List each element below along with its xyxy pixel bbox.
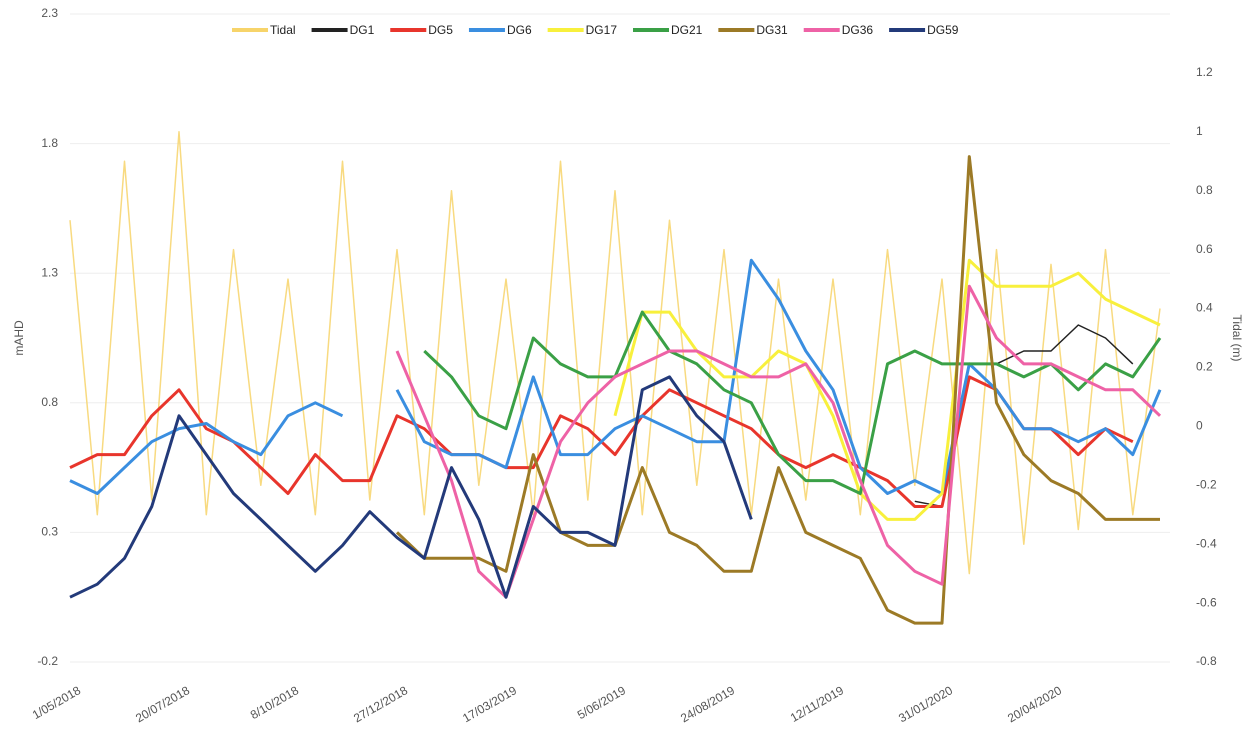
x-tick-label: 20/04/2020 <box>1005 683 1064 725</box>
x-tick-label: 20/07/2018 <box>133 683 192 725</box>
y2-tick-label: 0.2 <box>1196 360 1213 374</box>
legend-label: DG6 <box>507 23 532 37</box>
y2-tick-label: -0.2 <box>1196 477 1217 491</box>
y-tick-label: -0.2 <box>37 654 58 668</box>
x-tick-label: 31/01/2020 <box>896 683 955 725</box>
y-tick-label: 0.8 <box>41 395 58 409</box>
y-axis-title: mAHD <box>12 320 26 356</box>
legend-label: DG31 <box>756 23 788 37</box>
x-tick-label: 17/03/2019 <box>460 683 519 725</box>
series-line <box>423 310 1162 495</box>
y-tick-label: 0.3 <box>41 525 58 539</box>
y2-tick-label: 0.8 <box>1196 183 1213 197</box>
x-tick-label: 12/11/2019 <box>788 683 847 725</box>
y2-tick-label: 0.4 <box>1196 301 1213 315</box>
legend-label: DG59 <box>927 23 959 37</box>
series-line <box>69 131 1161 575</box>
y2-tick-label: 1 <box>1196 124 1203 138</box>
legend-label: DG17 <box>586 23 618 37</box>
series-line <box>69 375 753 599</box>
legend-label: Tidal <box>270 23 296 37</box>
legend-label: DG1 <box>350 23 375 37</box>
series-line <box>69 258 1162 495</box>
x-tick-label: 24/08/2019 <box>678 683 737 725</box>
series-line <box>395 284 1162 599</box>
y-tick-label: 1.3 <box>41 265 58 279</box>
x-tick-label: 27/12/2018 <box>351 683 410 725</box>
legend-label: DG21 <box>671 23 703 37</box>
series-line <box>395 155 1160 625</box>
y2-tick-label: -0.4 <box>1196 536 1217 550</box>
y2-tick-label: 0 <box>1196 419 1203 433</box>
y2-tick-label: 0.6 <box>1196 242 1213 256</box>
y-tick-label: 1.8 <box>41 136 58 150</box>
x-tick-label: 8/10/2018 <box>248 683 302 722</box>
y2-tick-label: -0.8 <box>1196 654 1217 668</box>
y-tick-label: 2.3 <box>41 6 58 20</box>
legend-label: DG36 <box>842 23 874 37</box>
x-tick-label: 1/05/2018 <box>30 683 84 722</box>
x-tick-label: 5/06/2019 <box>575 683 629 722</box>
series-line <box>613 258 1161 521</box>
y2-tick-label: 1.2 <box>1196 65 1213 79</box>
y2-tick-label: -0.6 <box>1196 595 1217 609</box>
y2-axis-title: Tidal (m) <box>1230 315 1244 362</box>
legend-label: DG5 <box>428 23 453 37</box>
